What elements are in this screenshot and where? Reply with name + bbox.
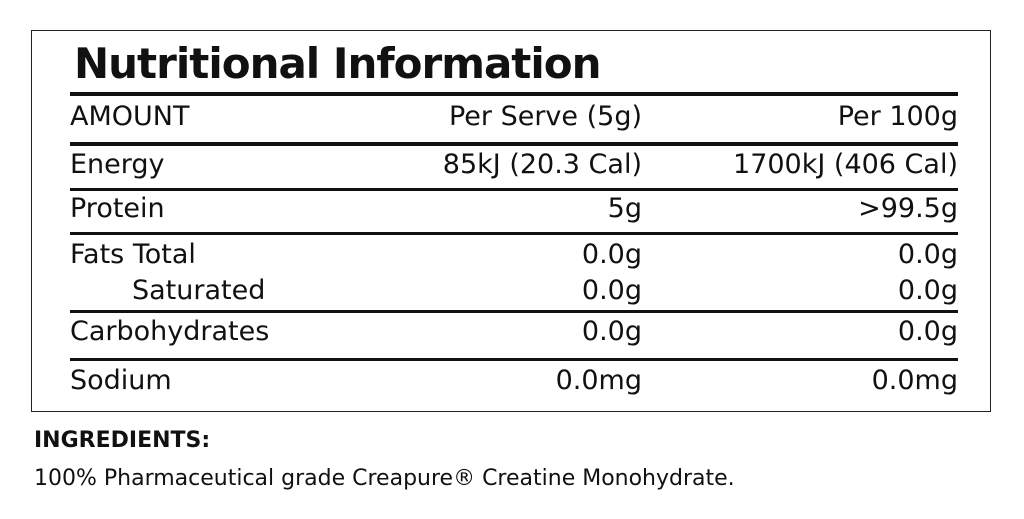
- cell: 1700kJ (406 Cal): [733, 149, 958, 180]
- cell: 0.0g: [581, 316, 642, 347]
- cell: 0.0mg: [555, 365, 642, 396]
- cell: Fats Total: [70, 239, 196, 270]
- cell: 85kJ (20.3 Cal): [442, 149, 642, 180]
- rule: [70, 188, 958, 191]
- cell: Protein: [70, 193, 165, 224]
- rule: [70, 142, 958, 146]
- rule: [70, 232, 958, 235]
- cell: >99.5g: [858, 193, 958, 224]
- rule: [70, 310, 958, 313]
- cell: 0.0g: [897, 316, 958, 347]
- cell: 0.0g: [581, 239, 642, 270]
- cell: Per Serve (5g): [448, 101, 642, 132]
- rule: [70, 358, 958, 361]
- cell: Saturated: [132, 275, 266, 306]
- ingredients-heading: INGREDIENTS:: [34, 428, 211, 453]
- title: Nutritional Information: [74, 39, 602, 88]
- cell: AMOUNT: [70, 101, 190, 132]
- cell: 0.0mg: [871, 365, 958, 396]
- cell: 0.0g: [897, 239, 958, 270]
- cell: Sodium: [70, 365, 172, 396]
- cell: Per 100g: [837, 101, 958, 132]
- cell: Energy: [70, 149, 165, 180]
- cell: Carbohydrates: [70, 316, 270, 347]
- nutrition-panel: Nutritional Information AMOUNT Per Serve …: [31, 30, 991, 412]
- rule: [70, 92, 958, 96]
- cell: 5g: [607, 193, 642, 224]
- cell: 0.0g: [581, 275, 642, 306]
- cell: 0.0g: [897, 275, 958, 306]
- ingredients-text: 100% Pharmaceutical grade Creapure® Crea…: [34, 466, 735, 491]
